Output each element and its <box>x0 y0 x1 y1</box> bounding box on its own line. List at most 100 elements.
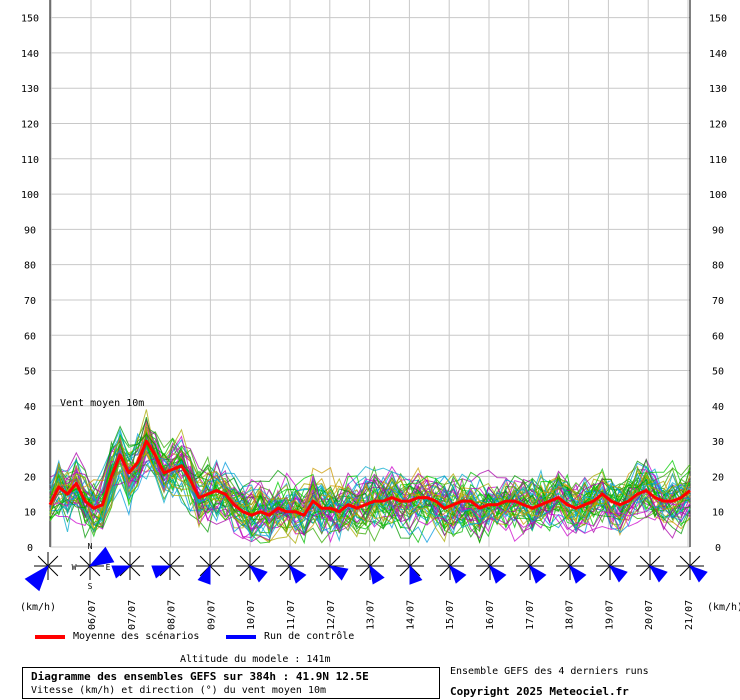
rose-spoke <box>609 555 621 567</box>
y-tick-label-left: 150 <box>21 14 39 25</box>
rose-spoke <box>399 555 411 567</box>
rose-spoke <box>599 555 611 567</box>
y-tick-label-right: 60 <box>712 331 724 342</box>
compass-label-w: W <box>72 563 77 572</box>
wind-direction-wedge <box>24 564 49 592</box>
rose-spoke <box>169 565 181 577</box>
y-tick-label-right: 110 <box>709 155 727 166</box>
ensemble-member-line <box>49 443 691 536</box>
title-box: Diagramme des ensembles GEFS sur 384h : … <box>22 667 440 699</box>
y-tick-label-left: 30 <box>24 437 36 448</box>
rose-spoke <box>79 555 91 567</box>
x-tick-label: 19/07 <box>604 600 615 630</box>
rose-spoke <box>359 555 371 567</box>
y-tick-label-right: 0 <box>715 543 721 554</box>
rose-spoke <box>289 555 301 567</box>
y-tick-label-right: 10 <box>712 508 724 519</box>
series-label: Vent moyen 10m <box>60 398 144 409</box>
mean-series-line <box>48 439 691 517</box>
y-axis-unit-left: (km/h) <box>20 602 56 613</box>
y-tick-label-left: 80 <box>24 261 36 272</box>
y-tick-label-left: 40 <box>24 402 36 413</box>
compass-label-n: N <box>88 542 93 551</box>
legend-mean-swatch <box>35 634 65 639</box>
rose-spoke <box>239 565 251 577</box>
wind-direction-wedge <box>489 564 507 584</box>
rose-spoke <box>479 555 491 567</box>
rose-spoke <box>519 565 531 577</box>
ensemble-member-line <box>49 435 691 527</box>
x-tick-label: 20/07 <box>644 600 655 630</box>
legend-control-label: Run de contrôle <box>264 631 355 642</box>
rose-spoke <box>249 555 261 567</box>
wind-direction-wedge <box>151 565 172 579</box>
wind-direction-wedge <box>409 564 423 585</box>
rose-spoke <box>479 565 491 577</box>
y-tick-label-right: 40 <box>712 402 724 413</box>
chart-subtitle: Vitesse (km/h) et direction (°) du vent … <box>31 685 327 696</box>
y-tick-label-left: 100 <box>21 190 39 201</box>
rose-spoke <box>559 555 571 567</box>
wind-direction-wedge <box>369 564 385 585</box>
y-tick-label-left: 140 <box>21 49 39 60</box>
rose-spoke <box>519 555 531 567</box>
rose-spoke <box>369 555 381 567</box>
x-tick-label: 18/07 <box>565 600 576 630</box>
rose-spoke <box>439 565 451 577</box>
x-tick-label: 12/07 <box>326 600 337 630</box>
x-tick-label: 09/07 <box>206 600 217 630</box>
rose-spoke <box>679 565 691 577</box>
wind-direction-wedge <box>248 565 268 583</box>
rose-spoke <box>319 555 331 567</box>
rose-spoke <box>119 555 131 567</box>
ensemble-member-line <box>49 422 691 543</box>
x-tick-label: 10/07 <box>246 600 257 630</box>
chart-title: Diagramme des ensembles GEFS sur 384h : … <box>31 670 369 683</box>
wind-direction-wedge <box>289 564 307 584</box>
rose-spoke <box>89 565 101 577</box>
y-tick-label-right: 140 <box>709 49 727 60</box>
rose-spoke <box>409 555 421 567</box>
y-tick-label-right: 80 <box>712 261 724 272</box>
rose-spoke <box>559 565 571 577</box>
wind-direction-wedge <box>688 565 708 583</box>
rose-spoke <box>47 565 59 577</box>
wind-direction-wedge <box>328 565 349 581</box>
rose-spoke <box>279 565 291 577</box>
rose-spoke <box>129 555 141 567</box>
rose-spoke <box>649 555 661 567</box>
y-axis-unit-right: (km/h) <box>707 602 740 613</box>
legend-control: Run de contrôle <box>226 631 354 642</box>
ensemble-member-line <box>49 425 691 535</box>
rose-spoke <box>159 555 171 567</box>
ensemble-note: Ensemble GEFS des 4 derniers runs <box>450 666 649 677</box>
y-tick-label-left: 110 <box>21 155 39 166</box>
y-tick-label-left: 0 <box>27 543 33 554</box>
y-tick-label-left: 10 <box>24 508 36 519</box>
x-tick-label: 08/07 <box>167 600 178 630</box>
y-tick-label-left: 120 <box>21 120 39 131</box>
x-tick-label: 06/07 <box>87 600 98 630</box>
y-tick-label-right: 130 <box>709 84 727 95</box>
wind-rose <box>516 552 544 580</box>
x-tick-label: 14/07 <box>405 600 416 630</box>
legend-mean: Moyenne des scénarios <box>35 631 199 642</box>
rose-spoke <box>489 555 501 567</box>
y-tick-label-right: 90 <box>712 225 724 236</box>
legend-control-swatch <box>226 634 256 639</box>
wind-direction-wedge <box>529 564 547 584</box>
ensemble-member-line <box>49 439 691 534</box>
rose-spoke <box>319 565 331 577</box>
wind-direction-wedge <box>608 565 628 583</box>
ensemble-member-line <box>49 453 691 543</box>
rose-spoke <box>209 565 221 577</box>
wind-direction-wedge <box>648 565 668 583</box>
y-tick-label-right: 120 <box>709 120 727 131</box>
x-tick-label: 07/07 <box>127 600 138 630</box>
rose-spoke <box>359 565 371 577</box>
rose-spoke <box>279 555 291 567</box>
y-tick-label-right: 100 <box>709 190 727 201</box>
rose-spoke <box>129 565 141 577</box>
rose-spoke <box>639 555 651 567</box>
